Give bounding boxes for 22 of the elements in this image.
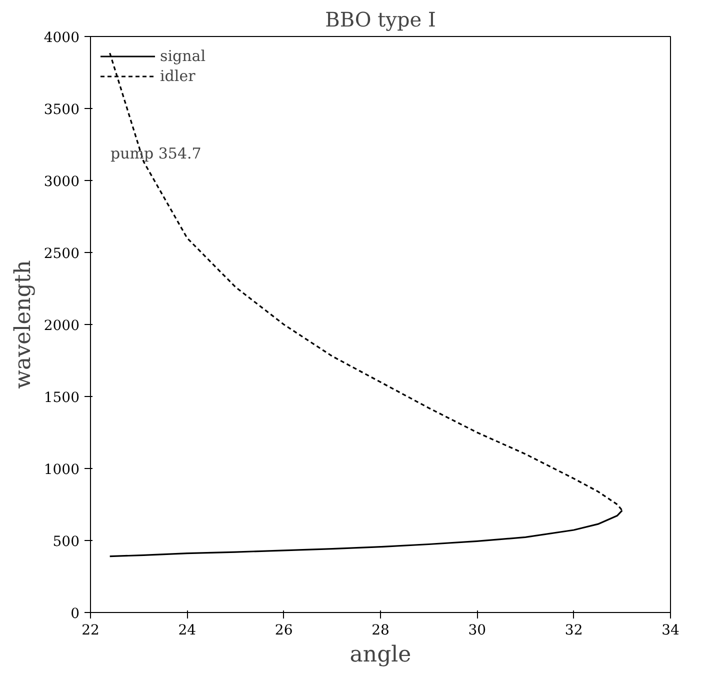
y-tick-label: 2500 [44,246,80,262]
x-tick-label: 28 [372,622,390,638]
y-tick-label: 2000 [44,318,80,334]
y-tick-label: 0 [70,606,80,622]
legend-label: idler [160,67,196,85]
chart-title: BBO type I [325,8,436,32]
y-tick-label: 3000 [44,174,80,190]
x-axis-title: angle [350,642,412,668]
y-tick-label: 1000 [44,462,80,478]
x-tick-label: 32 [564,622,583,638]
x-tick-label: 30 [468,622,486,638]
y-tick-label: 4000 [44,30,80,46]
annotation: pump 354.7 [110,144,202,162]
y-tick-label: 3500 [44,102,80,118]
legend-label: signal [160,47,206,65]
x-tick-label: 26 [274,622,293,638]
y-tick-label: 1500 [44,390,80,406]
y-axis-title: wavelength [10,260,36,389]
x-tick-label: 34 [662,622,680,638]
x-tick-label: 22 [82,622,100,638]
y-tick-label: 500 [52,534,80,550]
x-tick-label: 24 [178,622,196,638]
